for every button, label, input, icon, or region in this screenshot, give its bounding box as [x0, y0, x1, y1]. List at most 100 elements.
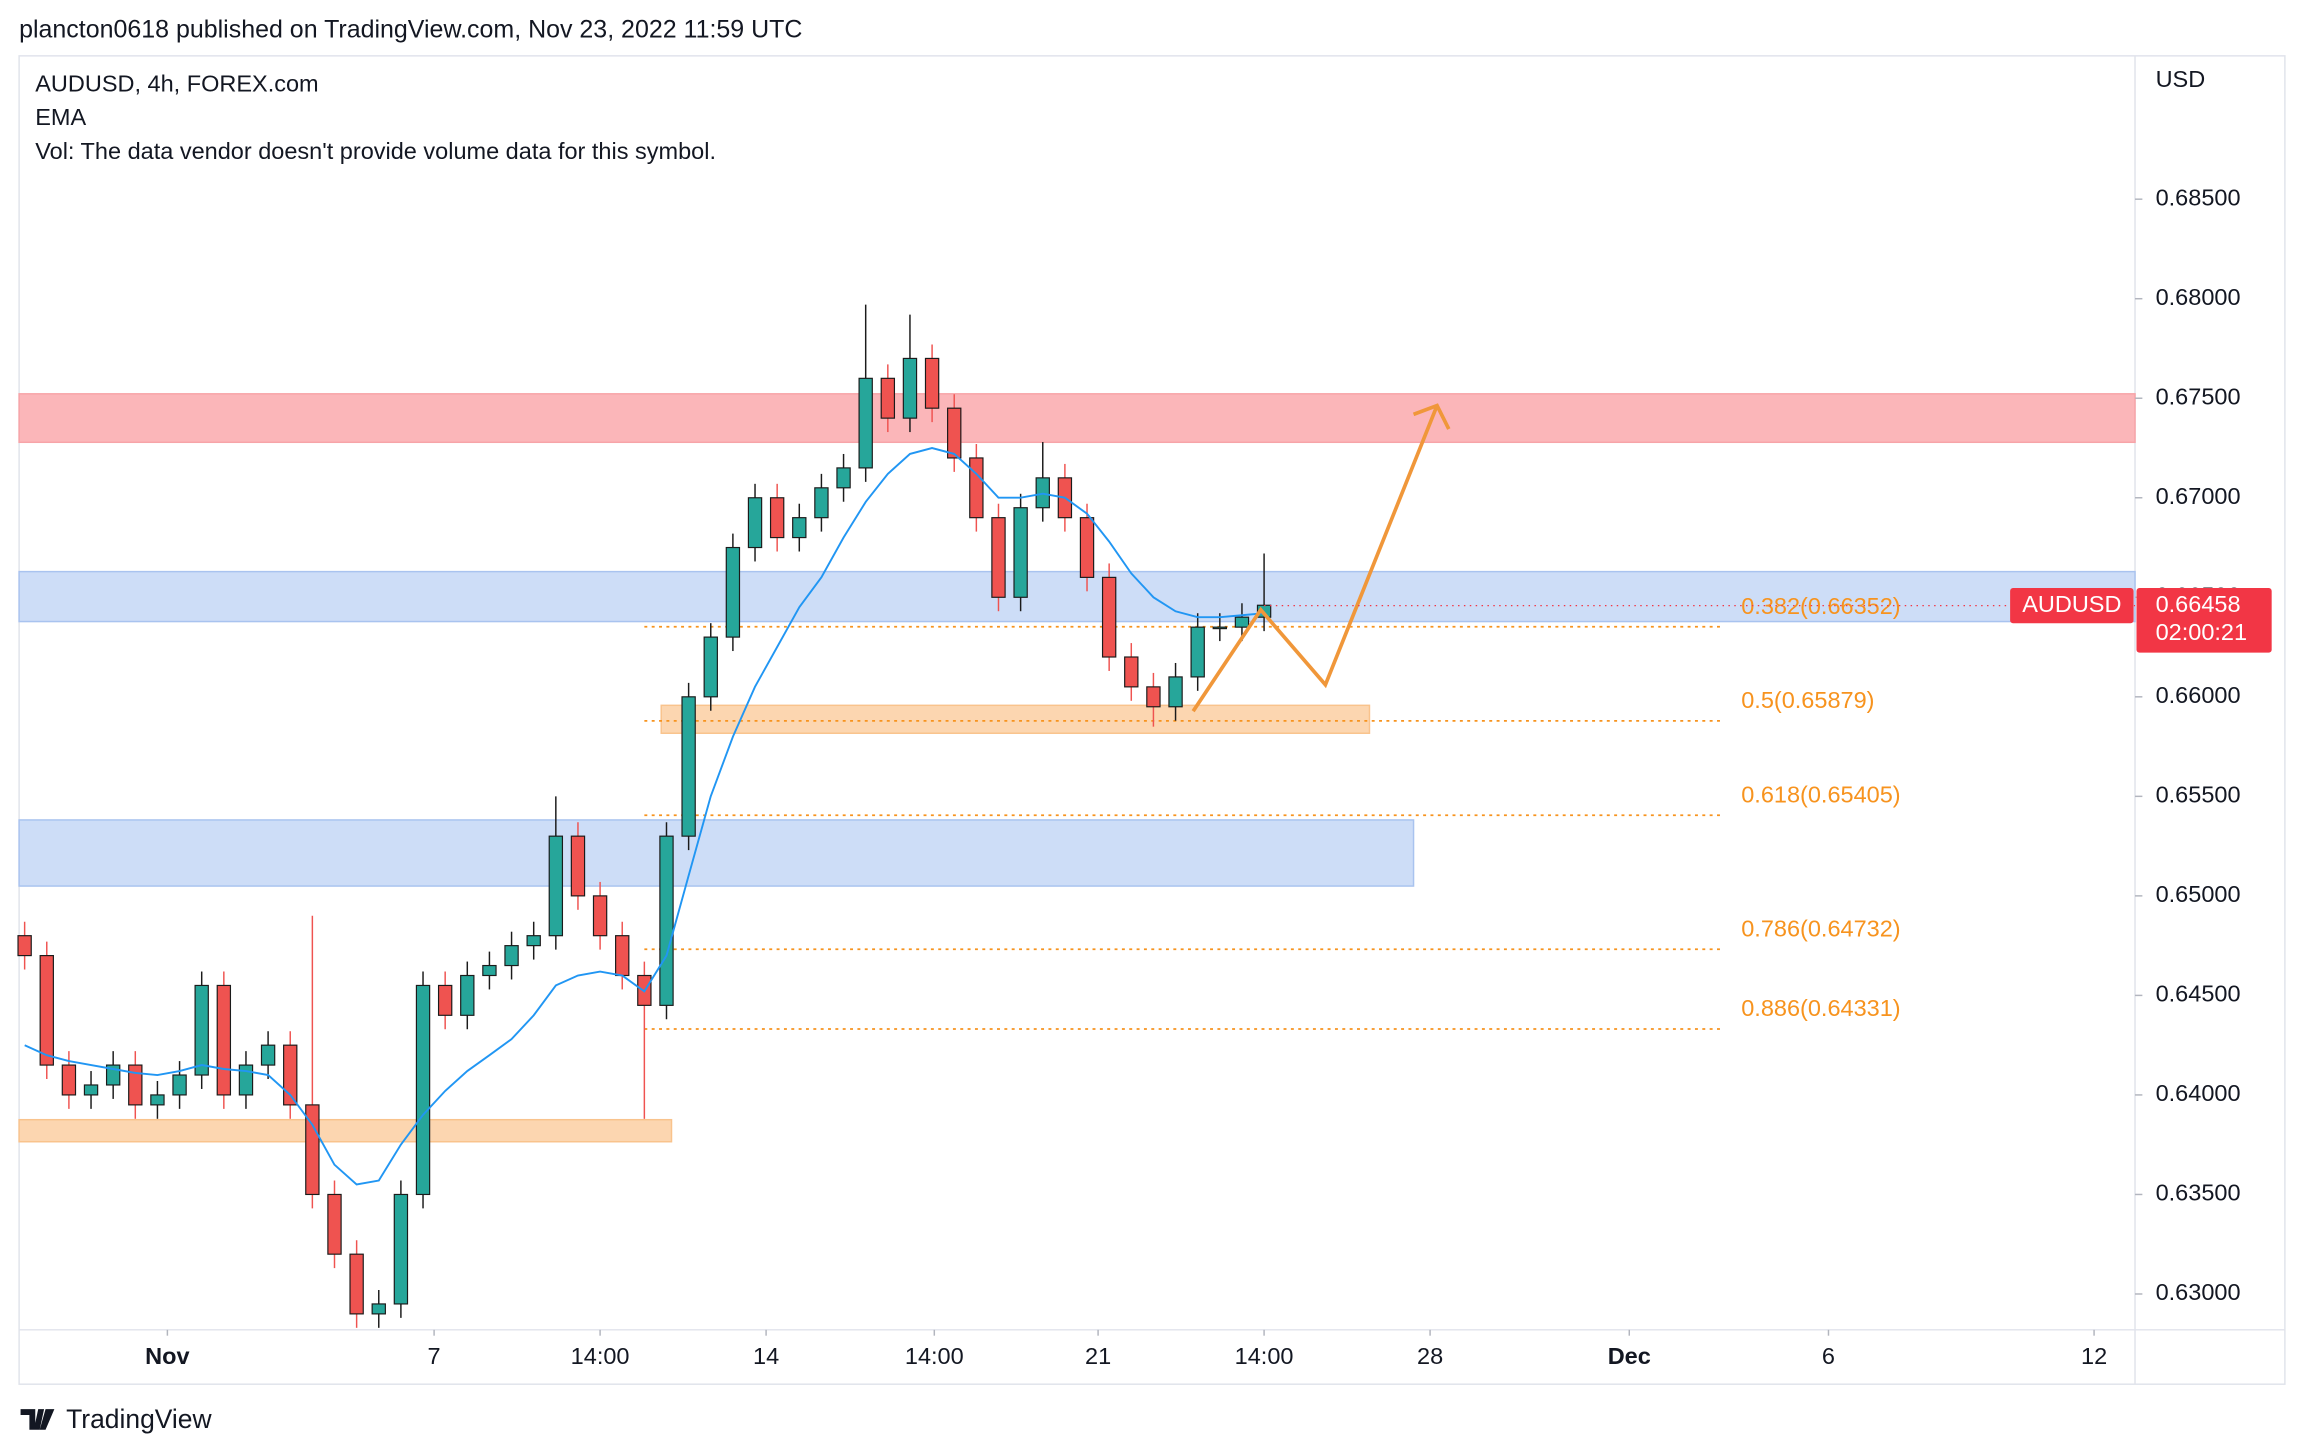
fib-label: 0.618(0.65405) [1741, 781, 1900, 807]
x-tick-label: 14:00 [1235, 1343, 1294, 1369]
candle-body [1190, 626, 1205, 678]
x-tick-label: 28 [1417, 1343, 1443, 1369]
candle-body [615, 935, 630, 977]
candle-body [216, 984, 232, 1096]
y-tick-label: 0.67500 [2156, 383, 2241, 409]
x-tick-label: 14:00 [905, 1343, 964, 1369]
candle-body [1079, 517, 1095, 578]
candle-body [836, 467, 851, 489]
y-tick-label: 0.63000 [2156, 1279, 2241, 1305]
candle-body [283, 1044, 298, 1106]
candle-body [17, 935, 32, 957]
footer: TradingView [20, 1404, 213, 1434]
candle-body [39, 955, 54, 1066]
candle-body [460, 974, 475, 1016]
candle-body [1234, 616, 1250, 628]
symbol-tag-label: AUDUSD [2022, 591, 2121, 617]
y-tick-label: 0.65000 [2156, 881, 2241, 907]
y-tick-label: 0.64500 [2156, 981, 2241, 1007]
y-tick-label: 0.66000 [2156, 682, 2241, 708]
demand-zone [18, 1118, 673, 1143]
currency: USD [2156, 66, 2206, 92]
frame [18, 55, 2286, 1385]
x-tick-label: 12 [2081, 1343, 2107, 1369]
candle-body [814, 487, 829, 519]
candle-body [1212, 626, 1228, 630]
candle-body [437, 984, 453, 1016]
y-tick-label: 0.63500 [2156, 1180, 2241, 1206]
price-tag [2136, 588, 2272, 653]
x-tick-label: Nov [145, 1343, 189, 1369]
y-tick-label: 0.65500 [2156, 782, 2241, 808]
candle-body [947, 407, 962, 459]
fib-label: 0.886(0.64331) [1741, 995, 1900, 1021]
candle-body [61, 1064, 77, 1096]
plot [17, 304, 1723, 1328]
candle-body [83, 1084, 99, 1096]
candle-body [305, 1104, 320, 1196]
candle-body [747, 497, 763, 549]
y-tick-label: 0.68000 [2156, 284, 2241, 310]
candle-body [260, 1044, 276, 1066]
arrow-head [1412, 403, 1451, 430]
x-tick-label: 6 [1822, 1343, 1835, 1369]
candle-body [482, 964, 497, 977]
candle-body [1146, 686, 1161, 708]
y-tick-label: 0.67000 [2156, 483, 2241, 509]
candle-body [1124, 656, 1139, 688]
resistance-zone [18, 393, 2136, 444]
legend-volume: Vol: The data vendor doesn't provide vol… [35, 138, 716, 164]
header: plancton0618 published on TradingView.co… [19, 15, 802, 43]
fib-label: 0.5(0.65879) [1741, 687, 1874, 713]
candle-body [1013, 507, 1028, 598]
candle-body [238, 1064, 254, 1096]
x-tick-label: 14 [753, 1343, 779, 1369]
candle-body [703, 636, 718, 698]
y-tick-label: 0.64000 [2156, 1080, 2241, 1106]
candle-body [526, 935, 541, 947]
candle-body [349, 1253, 364, 1315]
candle-body [725, 546, 741, 638]
candle-body [327, 1193, 342, 1255]
candle-body [128, 1064, 143, 1106]
candle-body [969, 457, 984, 519]
countdown-label: 02:00:21 [2156, 619, 2247, 645]
candle-body [1168, 676, 1183, 708]
candle-body [172, 1074, 187, 1096]
candle-body [681, 696, 696, 837]
legend: AUDUSD, 4h, FOREX.com EMA Vol: The data … [35, 70, 716, 164]
fib-label: 0.786(0.64732) [1741, 915, 1900, 941]
candle-body [592, 895, 608, 937]
projection-arrow [1191, 404, 1439, 713]
candle-body [769, 497, 785, 539]
support-zone [18, 570, 2136, 623]
candle-body [902, 357, 918, 419]
candle-body [880, 377, 896, 419]
candle-body [504, 945, 519, 967]
candle-body [792, 517, 807, 539]
candle-body [659, 835, 674, 1006]
candle-body [371, 1303, 386, 1315]
candle-body [570, 835, 586, 897]
candle-body [415, 984, 431, 1196]
x-tick-label: 7 [428, 1343, 441, 1369]
candle-body [924, 357, 940, 409]
logo [20, 1409, 55, 1430]
candle-body [393, 1193, 409, 1305]
support-zone [18, 819, 1415, 887]
brand: TradingView [66, 1404, 212, 1434]
legend-symbol: AUDUSD, 4h, FOREX.com [35, 70, 318, 96]
candle-body [548, 835, 564, 937]
demand-zone [660, 704, 1371, 734]
legend-ema: EMA [35, 104, 86, 130]
x-tick-label: 14:00 [571, 1343, 630, 1369]
y-tick-label: 0.68500 [2156, 184, 2241, 210]
symbol-tag [2010, 588, 2134, 624]
x-tick-label: 21 [1085, 1343, 1111, 1369]
zones [18, 393, 2136, 1143]
fib-label: 0.382(0.66352) [1741, 593, 1900, 619]
candle-body [150, 1094, 165, 1106]
x-tick-label: Dec [1608, 1343, 1651, 1369]
